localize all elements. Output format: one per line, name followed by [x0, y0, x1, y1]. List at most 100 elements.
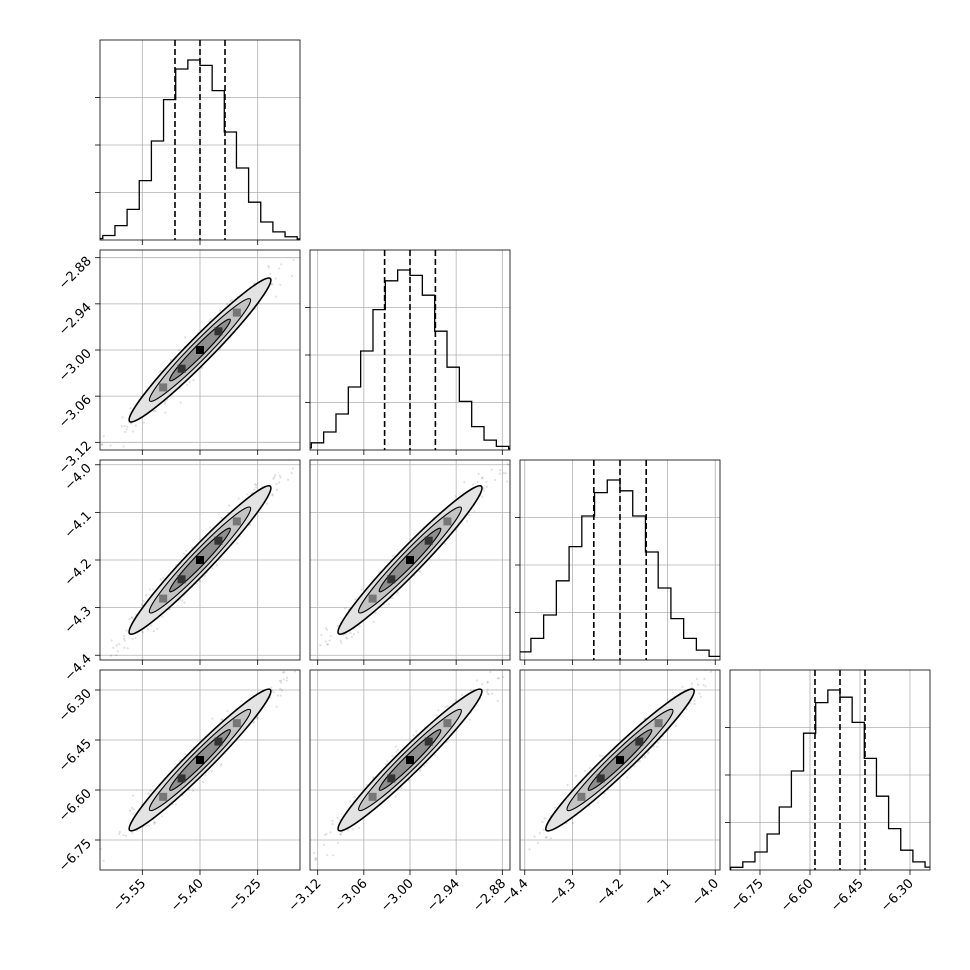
sample-point [489, 670, 492, 674]
sample-point [486, 681, 489, 684]
sample-point [313, 851, 316, 854]
sample-point [184, 753, 187, 756]
sample-point [696, 683, 700, 686]
sample-point [336, 624, 340, 627]
sample-point [486, 688, 489, 691]
x-tick-label: −6.75 [728, 876, 767, 915]
sample-point [271, 493, 274, 496]
sample-point [131, 430, 135, 433]
y-tick-label: −6.75 [56, 836, 95, 875]
sample-point [188, 381, 191, 384]
sample-point [332, 854, 335, 857]
sample-point [293, 670, 297, 673]
sample-point [340, 641, 343, 645]
sample-point [656, 745, 659, 748]
sample-point [318, 660, 320, 662]
sample-point [365, 783, 368, 786]
x-tick-label: −5.55 [110, 876, 149, 915]
scatter-panel-3-2 [306, 459, 511, 668]
sample-point [538, 832, 541, 835]
density-cell [232, 719, 241, 728]
sample-point [454, 495, 457, 498]
density-cell [232, 517, 241, 526]
sample-point [506, 463, 510, 466]
sample-point [183, 601, 186, 604]
sample-point [704, 685, 707, 688]
x-tick-label: −5.40 [168, 876, 207, 915]
sample-point [142, 599, 145, 602]
sample-point [481, 495, 484, 499]
density-cell [635, 737, 644, 746]
sample-point [351, 828, 354, 831]
sample-point [326, 643, 329, 646]
sample-point [643, 756, 647, 759]
sample-point [253, 721, 256, 724]
sample-point [486, 680, 489, 683]
sample-point [203, 574, 206, 577]
scatter-panel-4-1: −6.75 −6.60 −6.45 −6.30 −5.55 −5.40 −5.25 [56, 669, 301, 915]
sample-point [395, 750, 398, 753]
density-cell [368, 792, 377, 801]
sample-point [280, 689, 284, 692]
sample-point [498, 472, 501, 475]
sample-point [100, 443, 103, 446]
sample-point [468, 718, 471, 721]
scatter-panel-3-1: −4.4−4.3−4.2−4.1−4.0 [62, 459, 301, 684]
sample-point [134, 636, 137, 640]
sample-point [339, 639, 342, 642]
sample-point [313, 666, 315, 668]
sample-point [328, 639, 331, 642]
sample-point [275, 482, 278, 486]
sample-point [391, 596, 394, 600]
density-cell [406, 556, 414, 564]
sample-point [273, 473, 277, 477]
sample-point [485, 485, 488, 488]
sample-point [336, 841, 340, 844]
density-cell [177, 364, 186, 373]
sample-point [352, 633, 355, 636]
sample-point [481, 682, 484, 686]
sample-point [394, 745, 397, 748]
sample-point [444, 542, 447, 545]
sample-point [182, 552, 186, 555]
sample-point [280, 263, 283, 266]
sample-point [499, 468, 502, 472]
grid-lines [520, 460, 720, 660]
sample-point [690, 686, 693, 689]
sample-point [152, 820, 156, 824]
sample-point [128, 617, 131, 621]
sample-point [490, 665, 492, 667]
y-tick-label: −3.00 [56, 346, 95, 385]
sample-point [325, 628, 328, 632]
sample-point [130, 806, 134, 809]
x-tick-label: −6.30 [878, 876, 917, 915]
sample-point [486, 692, 489, 695]
sample-point [487, 693, 490, 696]
sample-point [123, 634, 126, 637]
sample-point [693, 702, 696, 706]
sample-point [124, 430, 127, 434]
sample-point [350, 635, 353, 639]
sample-point [190, 546, 194, 549]
histogram-panel-1 [95, 39, 301, 245]
sample-point [339, 833, 342, 836]
sample-point [279, 283, 282, 286]
sample-point [218, 309, 222, 312]
sample-point [112, 646, 115, 649]
sample-point [466, 520, 469, 523]
sample-point [545, 836, 548, 839]
sample-point [153, 822, 156, 825]
sample-point [121, 416, 124, 419]
sample-point [305, 237, 307, 239]
sample-point [266, 502, 269, 505]
sample-point [177, 349, 180, 352]
sample-point [454, 699, 457, 702]
sample-point [273, 475, 276, 479]
sample-point [349, 631, 352, 634]
sample-point [211, 717, 214, 720]
density-cell [368, 594, 377, 603]
sample-point [306, 651, 308, 653]
y-tick-label: −4.3 [62, 604, 95, 637]
density-cell [196, 346, 204, 354]
sample-point [345, 637, 348, 640]
